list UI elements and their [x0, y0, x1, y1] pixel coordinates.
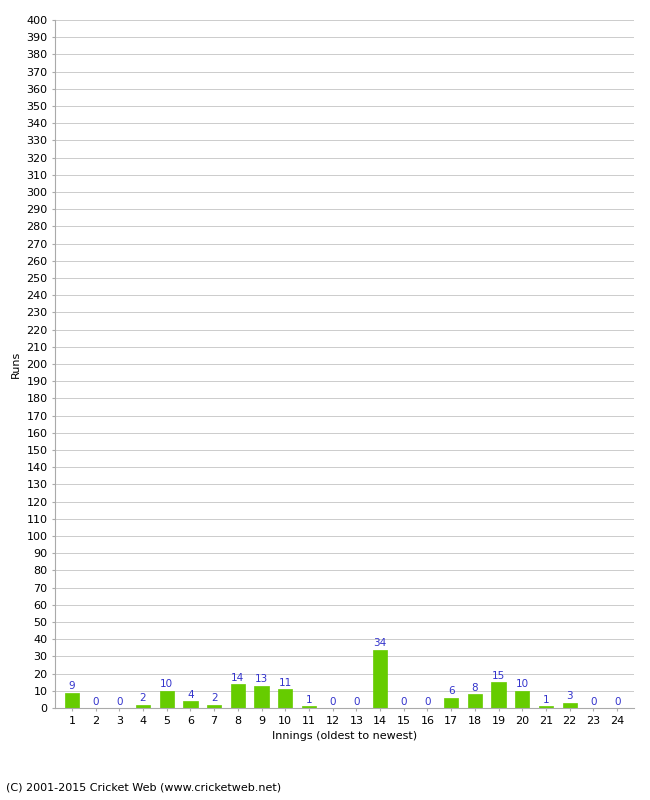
Bar	[183, 701, 198, 708]
Text: (C) 2001-2015 Cricket Web (www.cricketweb.net): (C) 2001-2015 Cricket Web (www.cricketwe…	[6, 782, 281, 792]
Text: 1: 1	[543, 695, 549, 705]
Text: 10: 10	[515, 679, 529, 690]
Text: 3: 3	[566, 691, 573, 702]
Bar	[539, 706, 553, 708]
Text: 2: 2	[140, 693, 146, 703]
Bar	[302, 706, 316, 708]
Bar	[373, 650, 387, 708]
Y-axis label: Runs: Runs	[11, 350, 21, 378]
Bar	[159, 690, 174, 708]
Text: 14: 14	[231, 673, 244, 682]
Text: 0: 0	[424, 697, 431, 706]
Text: 8: 8	[472, 683, 478, 693]
Bar	[278, 689, 292, 708]
Text: 15: 15	[492, 671, 505, 681]
Text: 6: 6	[448, 686, 454, 696]
Bar	[468, 694, 482, 708]
Text: 0: 0	[92, 697, 99, 706]
Text: 13: 13	[255, 674, 268, 684]
Bar	[515, 690, 530, 708]
Text: 0: 0	[590, 697, 597, 706]
Text: 10: 10	[160, 679, 174, 690]
Text: 0: 0	[353, 697, 359, 706]
Text: 4: 4	[187, 690, 194, 700]
X-axis label: Innings (oldest to newest): Innings (oldest to newest)	[272, 731, 417, 741]
Bar	[444, 698, 458, 708]
Text: 0: 0	[400, 697, 407, 706]
Text: 0: 0	[614, 697, 620, 706]
Text: 1: 1	[306, 695, 312, 705]
Text: 9: 9	[68, 681, 75, 691]
Bar	[563, 703, 577, 708]
Bar	[136, 705, 150, 708]
Bar	[254, 686, 268, 708]
Text: 0: 0	[116, 697, 122, 706]
Text: 0: 0	[330, 697, 336, 706]
Text: 2: 2	[211, 693, 217, 703]
Bar	[207, 705, 221, 708]
Text: 11: 11	[279, 678, 292, 688]
Text: 34: 34	[374, 638, 387, 648]
Bar	[65, 693, 79, 708]
Bar	[491, 682, 506, 708]
Bar	[231, 684, 245, 708]
